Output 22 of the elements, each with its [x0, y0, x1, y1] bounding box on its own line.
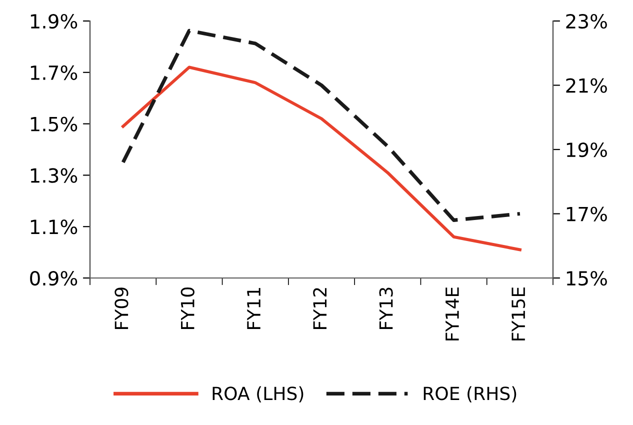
y-tick-label: 1.5%	[30, 116, 78, 132]
x-tick-label: FY09	[114, 288, 128, 329]
y-tick-label: 1.7%	[30, 65, 78, 80]
y2-tick-label: 15%	[566, 270, 607, 286]
y2-tick-label: 19%	[566, 142, 607, 158]
y2-tick-label: 23%	[566, 14, 607, 29]
y2-tick-label: 21%	[566, 78, 607, 93]
legend-label: ROE (RHS)	[424, 386, 516, 402]
x-tick-label: FY10	[180, 288, 194, 329]
x-tick-label: FY14E	[446, 287, 459, 340]
line-series	[122, 66, 522, 252]
line-series	[121, 28, 522, 222]
x-tick-label: FY13	[379, 288, 393, 329]
x-tick-label: FY15E	[512, 287, 526, 340]
y-tick-label: 1.9%	[30, 14, 78, 29]
x-tick-label: FY11	[247, 288, 260, 329]
x-tick-label: FY12	[313, 288, 326, 329]
y-tick-label: 1.1%	[30, 220, 78, 234]
y2-tick-label: 17%	[566, 206, 607, 222]
legend-label: ROA (LHS)	[212, 386, 304, 402]
y-tick-label: 0.9%	[30, 270, 78, 286]
y-tick-label: 1.3%	[30, 168, 78, 183]
